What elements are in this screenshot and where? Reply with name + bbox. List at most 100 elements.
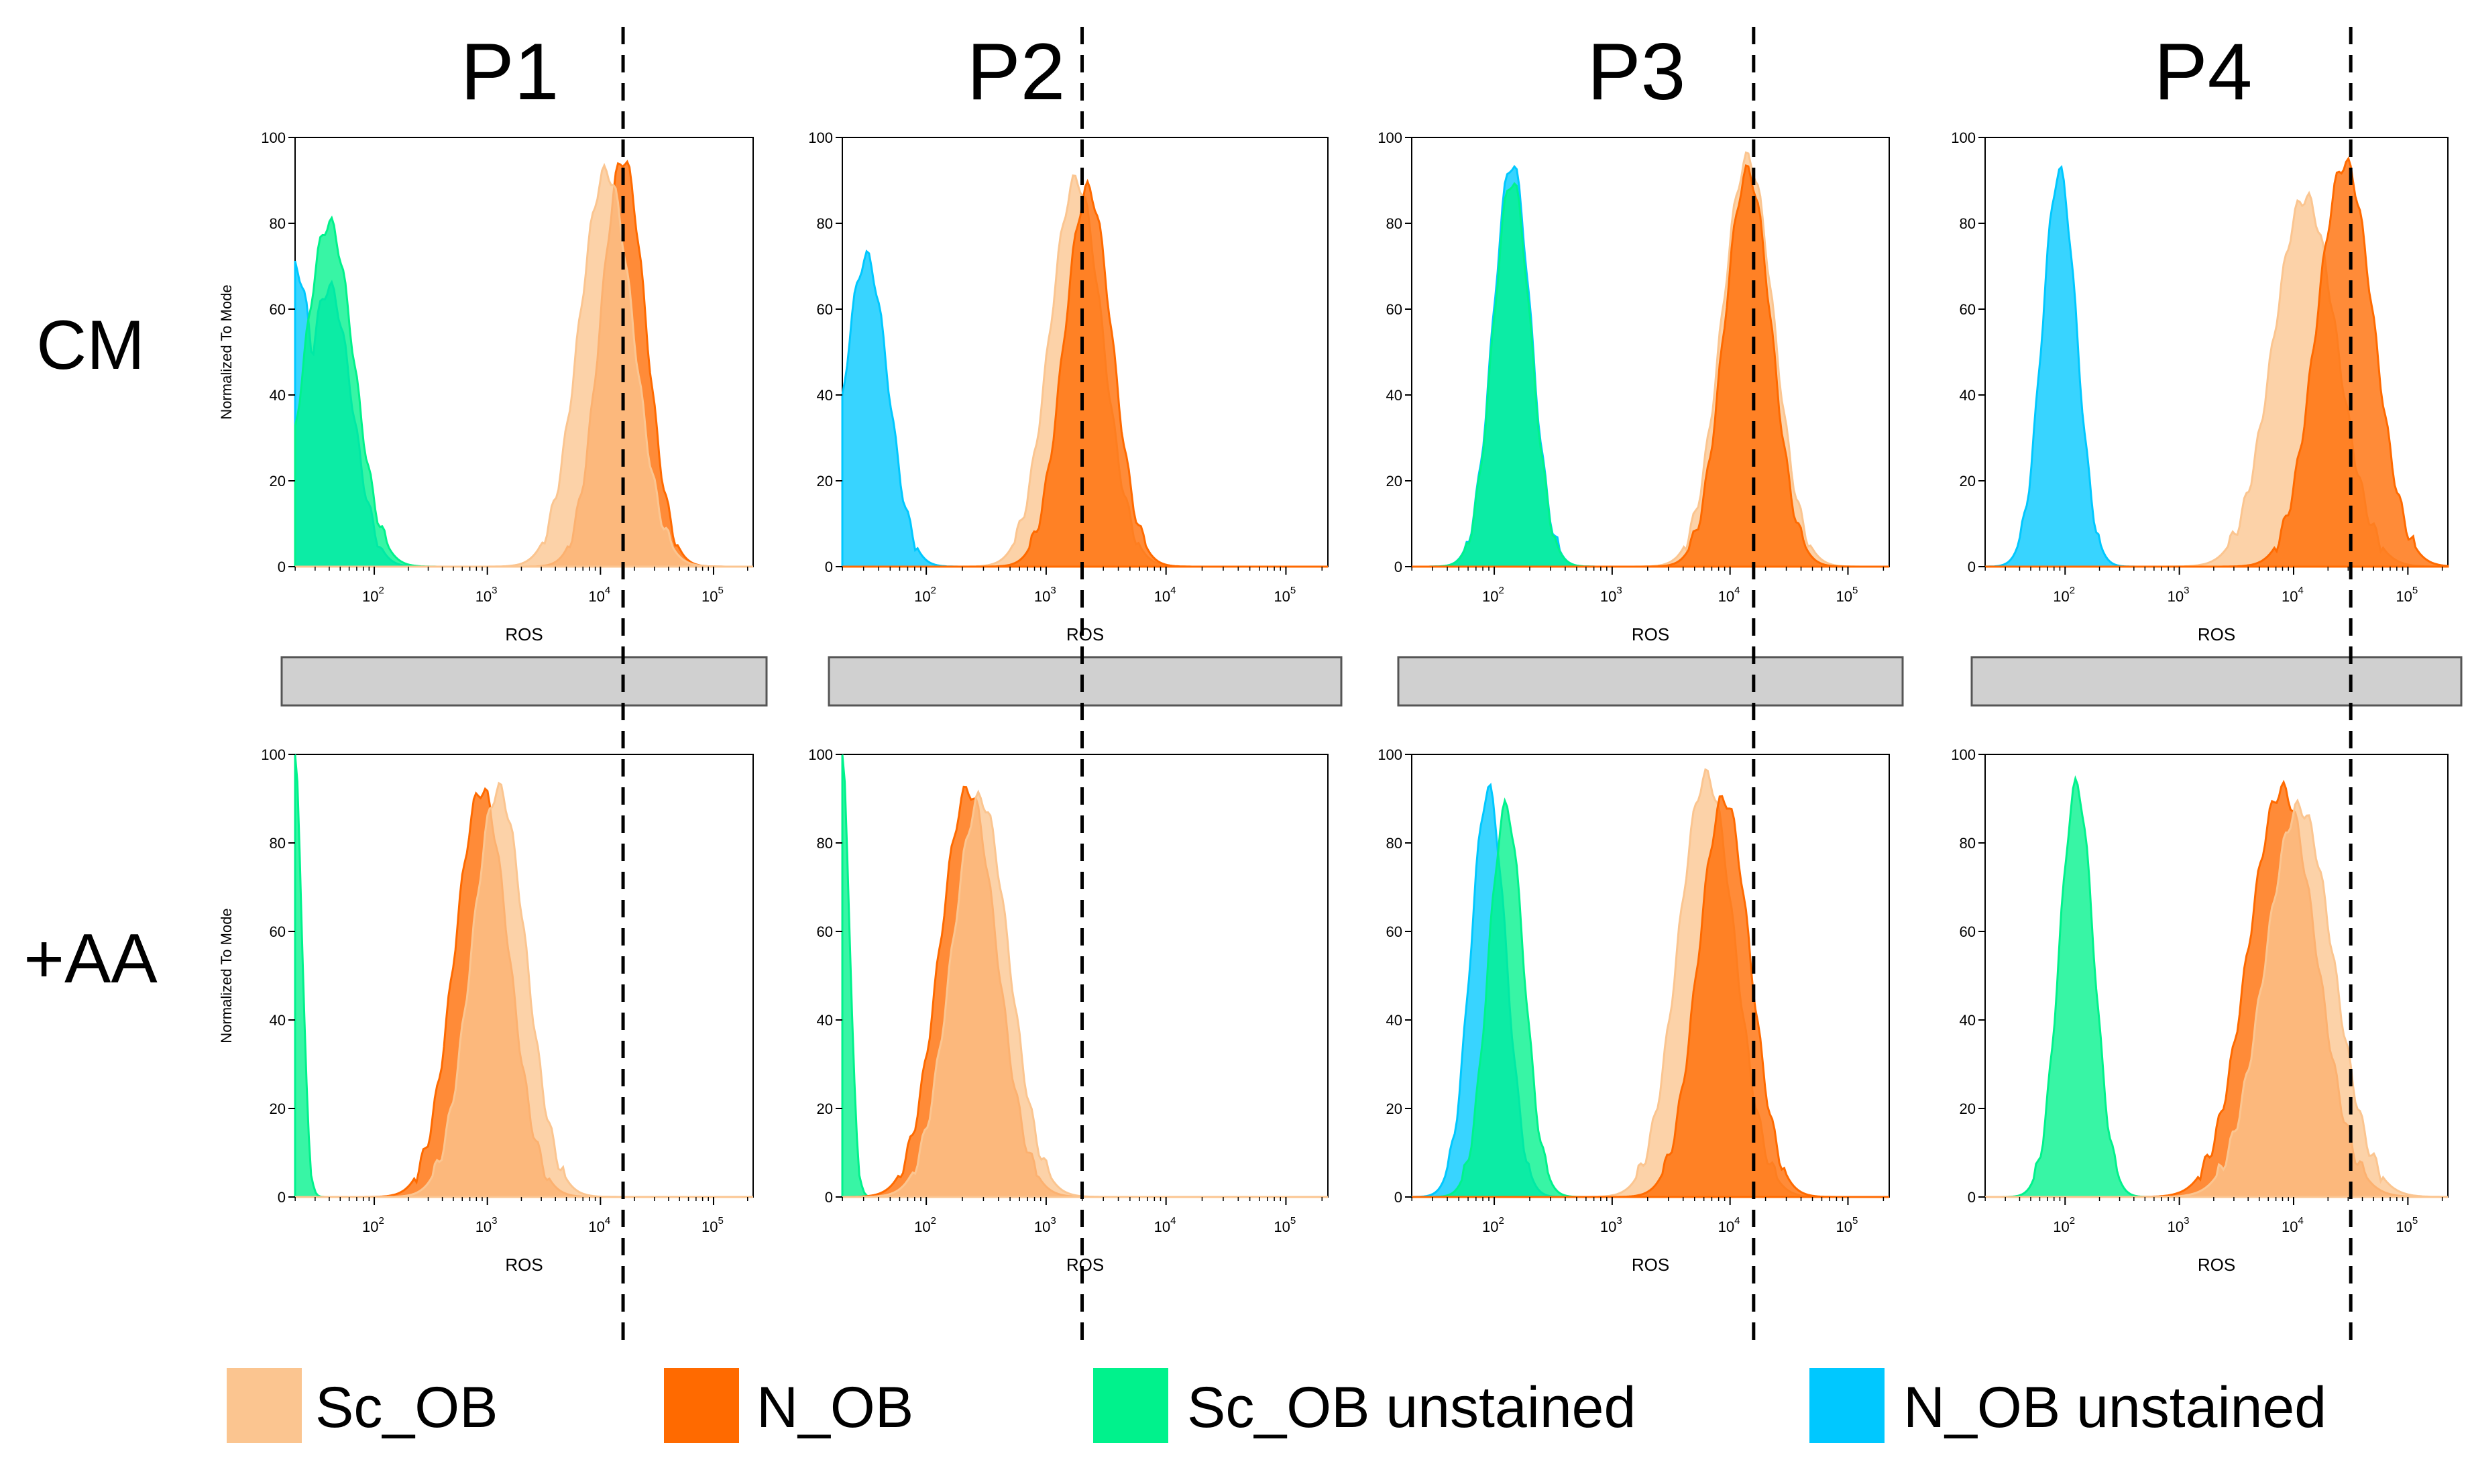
x-tick-label: 103	[1034, 585, 1056, 605]
x-tick-label: 103	[475, 585, 498, 605]
histogram-n-ob	[1412, 164, 1889, 568]
x-tick-base: 10	[1600, 1218, 1616, 1235]
x-tick-exponent: 4	[2298, 1215, 2303, 1226]
x-tick-base: 10	[1836, 588, 1852, 605]
x-tick-exponent: 2	[931, 585, 936, 596]
y-tick-label: 100	[261, 746, 286, 763]
x-tick-exponent: 3	[2184, 585, 2189, 596]
y-tick-label: 0	[1968, 1189, 1976, 1206]
x-tick-base: 10	[2282, 1218, 2298, 1235]
x-tick-label: 103	[2168, 585, 2190, 605]
y-tick-label: 100	[808, 746, 833, 763]
titles: P1 P2 P3 P4 CM +AA	[23, 27, 2252, 998]
x-tick-label: 104	[588, 585, 610, 605]
x-tick-base: 10	[1482, 588, 1498, 605]
x-tick-exponent: 3	[1616, 1215, 1622, 1226]
y-tick-label: 60	[1960, 923, 1976, 940]
x-tick-base: 10	[1274, 588, 1290, 605]
legend: Sc_OB N_OB Sc_OB unstained N_OB unstaine…	[227, 1368, 2326, 1443]
row-divider-p3	[1397, 656, 1904, 707]
x-tick-label: 102	[914, 1215, 936, 1235]
x-tick-exponent: 5	[1852, 585, 1858, 596]
y-tick-label: 80	[1386, 215, 1402, 232]
x-tick-base: 10	[1718, 1218, 1734, 1235]
y-axis-label: Normalized To Mode	[218, 284, 235, 419]
x-tick-label: 102	[362, 585, 384, 605]
histogram-sc-ob	[1985, 798, 2449, 1198]
x-axis-label: ROS	[2198, 624, 2235, 644]
x-tick-label: 104	[1718, 585, 1740, 605]
x-tick-exponent: 3	[492, 1215, 497, 1226]
x-tick-exponent: 2	[1499, 1215, 1504, 1226]
x-tick-base: 10	[1836, 1218, 1852, 1235]
x-tick-exponent: 2	[2070, 585, 2075, 596]
y-tick-label: 80	[817, 215, 833, 232]
x-tick-base: 10	[588, 1218, 604, 1235]
x-tick-exponent: 3	[1050, 1215, 1056, 1226]
y-tick-label: 20	[270, 473, 286, 490]
y-tick-label: 20	[1960, 1100, 1976, 1117]
y-tick-label: 40	[270, 387, 286, 404]
row-divider-p2	[828, 656, 1343, 707]
x-tick-label: 102	[2053, 1215, 2075, 1235]
x-tick-label: 102	[2053, 585, 2075, 605]
x-tick-label: 103	[475, 1215, 498, 1235]
y-tick-label: 0	[1394, 1189, 1402, 1206]
y-axis-label: Normalized To Mode	[218, 908, 235, 1043]
legend-swatch-n-ob-unstained	[1809, 1368, 1885, 1443]
x-axis-label: ROS	[1632, 624, 1669, 644]
x-tick-exponent: 4	[605, 585, 610, 596]
x-tick-base: 10	[2053, 588, 2069, 605]
x-tick-exponent: 2	[379, 585, 384, 596]
x-tick-exponent: 2	[379, 1215, 384, 1226]
x-tick-base: 10	[1154, 588, 1170, 605]
y-tick-label: 40	[270, 1012, 286, 1029]
x-tick-exponent: 4	[1734, 1215, 1740, 1226]
x-tick-base: 10	[2282, 588, 2298, 605]
x-tick-base: 10	[701, 1218, 718, 1235]
y-tick-label: 100	[1378, 129, 1402, 146]
x-tick-exponent: 3	[1050, 585, 1056, 596]
y-tick-label: 100	[1378, 746, 1402, 763]
legend-label-sc-ob-unstained: Sc_OB unstained	[1187, 1375, 1636, 1440]
y-tick-label: 40	[817, 387, 833, 404]
x-tick-base: 10	[914, 1218, 930, 1235]
y-tick-label: 20	[1386, 473, 1402, 490]
x-tick-exponent: 3	[492, 585, 497, 596]
x-tick-label: 105	[1274, 1215, 1296, 1235]
histogram-sc-ob	[295, 162, 753, 568]
row-label-cm: CM	[36, 306, 145, 384]
x-tick-exponent: 4	[2298, 585, 2303, 596]
x-tick-label: 104	[1154, 585, 1176, 605]
x-tick-label: 105	[701, 585, 724, 605]
column-title-p1: P1	[461, 27, 559, 117]
y-tick-label: 80	[1960, 215, 1976, 232]
y-tick-label: 80	[1960, 835, 1976, 852]
x-tick-base: 10	[588, 588, 604, 605]
x-tick-label: 104	[2282, 585, 2304, 605]
row-label-aa: +AA	[23, 920, 158, 998]
y-tick-label: 100	[808, 129, 833, 146]
x-tick-label: 105	[701, 1215, 724, 1235]
x-tick-exponent: 4	[605, 1215, 610, 1226]
x-tick-base: 10	[2396, 588, 2412, 605]
x-tick-exponent: 3	[1616, 585, 1622, 596]
y-tick-label: 0	[1968, 559, 1976, 575]
legend-label-n-ob: N_OB	[756, 1375, 913, 1440]
y-tick-label: 60	[817, 301, 833, 318]
y-tick-label: 80	[817, 835, 833, 852]
x-tick-label: 104	[1154, 1215, 1176, 1235]
row-divider-p4	[1970, 656, 2463, 707]
x-tick-label: 105	[2396, 1215, 2418, 1235]
x-axis-label: ROS	[505, 624, 543, 644]
reference-lines	[621, 27, 2353, 1348]
x-tick-base: 10	[1274, 1218, 1290, 1235]
y-tick-label: 80	[270, 215, 286, 232]
x-tick-exponent: 4	[1170, 1215, 1176, 1226]
y-tick-label: 40	[1386, 387, 1402, 404]
x-tick-exponent: 5	[718, 1215, 723, 1226]
x-axis-label: ROS	[1066, 1255, 1104, 1275]
x-tick-base: 10	[1034, 588, 1050, 605]
